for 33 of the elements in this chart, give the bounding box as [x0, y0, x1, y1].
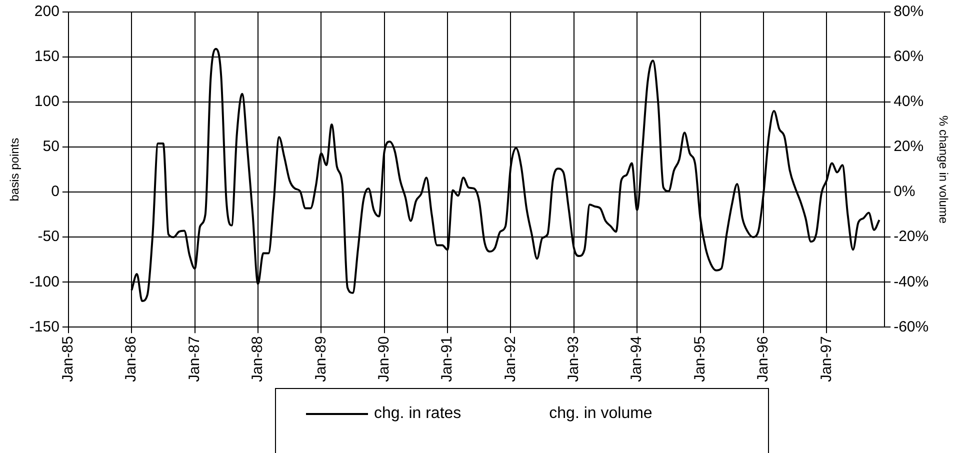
x-tick-label: Jan-88 — [249, 336, 266, 382]
x-tick-label: Jan-92 — [502, 336, 519, 382]
x-tick-label: Jan-90 — [375, 336, 392, 382]
y-tick-label: 50 — [42, 138, 60, 156]
legend-label: chg. in rates — [374, 405, 462, 423]
x-tick-label: Jan-97 — [818, 336, 835, 382]
x-tick-label: Jan-94 — [628, 336, 646, 382]
y2-tick-label: -60% — [894, 318, 929, 336]
y2-tick-label: 80% — [894, 3, 924, 20]
x-tick-label: Jan-95 — [691, 336, 708, 382]
x-tick-label: Jan-89 — [312, 336, 330, 382]
y2-tick-label: 60% — [894, 48, 924, 66]
y-tick-label: 200 — [34, 3, 60, 20]
x-tick-label: Jan-87 — [186, 336, 203, 382]
x-tick-label: Jan-86 — [122, 336, 140, 382]
y-tick-label: 150 — [34, 48, 60, 66]
y2-tick-label: 40% — [894, 93, 924, 110]
y2-axis-title: % change in volume — [936, 116, 950, 224]
x-tick-label: Jan-91 — [438, 336, 456, 382]
x-tick-label: Jan-85 — [60, 336, 77, 382]
y-tick-label: 100 — [34, 93, 60, 110]
y-tick-label: -100 — [29, 273, 60, 290]
y-tick-label: -50 — [38, 228, 60, 246]
x-tick-label: Jan-93 — [565, 336, 582, 382]
y2-tick-label: -40% — [894, 273, 929, 290]
y2-tick-label: -20% — [894, 228, 929, 246]
y-axis-title: basis points — [8, 138, 22, 202]
y2-tick-label: 0% — [894, 183, 916, 200]
y2-tick-label: 20% — [894, 138, 924, 156]
x-tick-label: Jan-96 — [754, 336, 772, 382]
y-tick-label: -150 — [29, 318, 60, 336]
y-tick-label: 0 — [51, 183, 60, 200]
text: chg. in volume — [549, 405, 652, 423]
